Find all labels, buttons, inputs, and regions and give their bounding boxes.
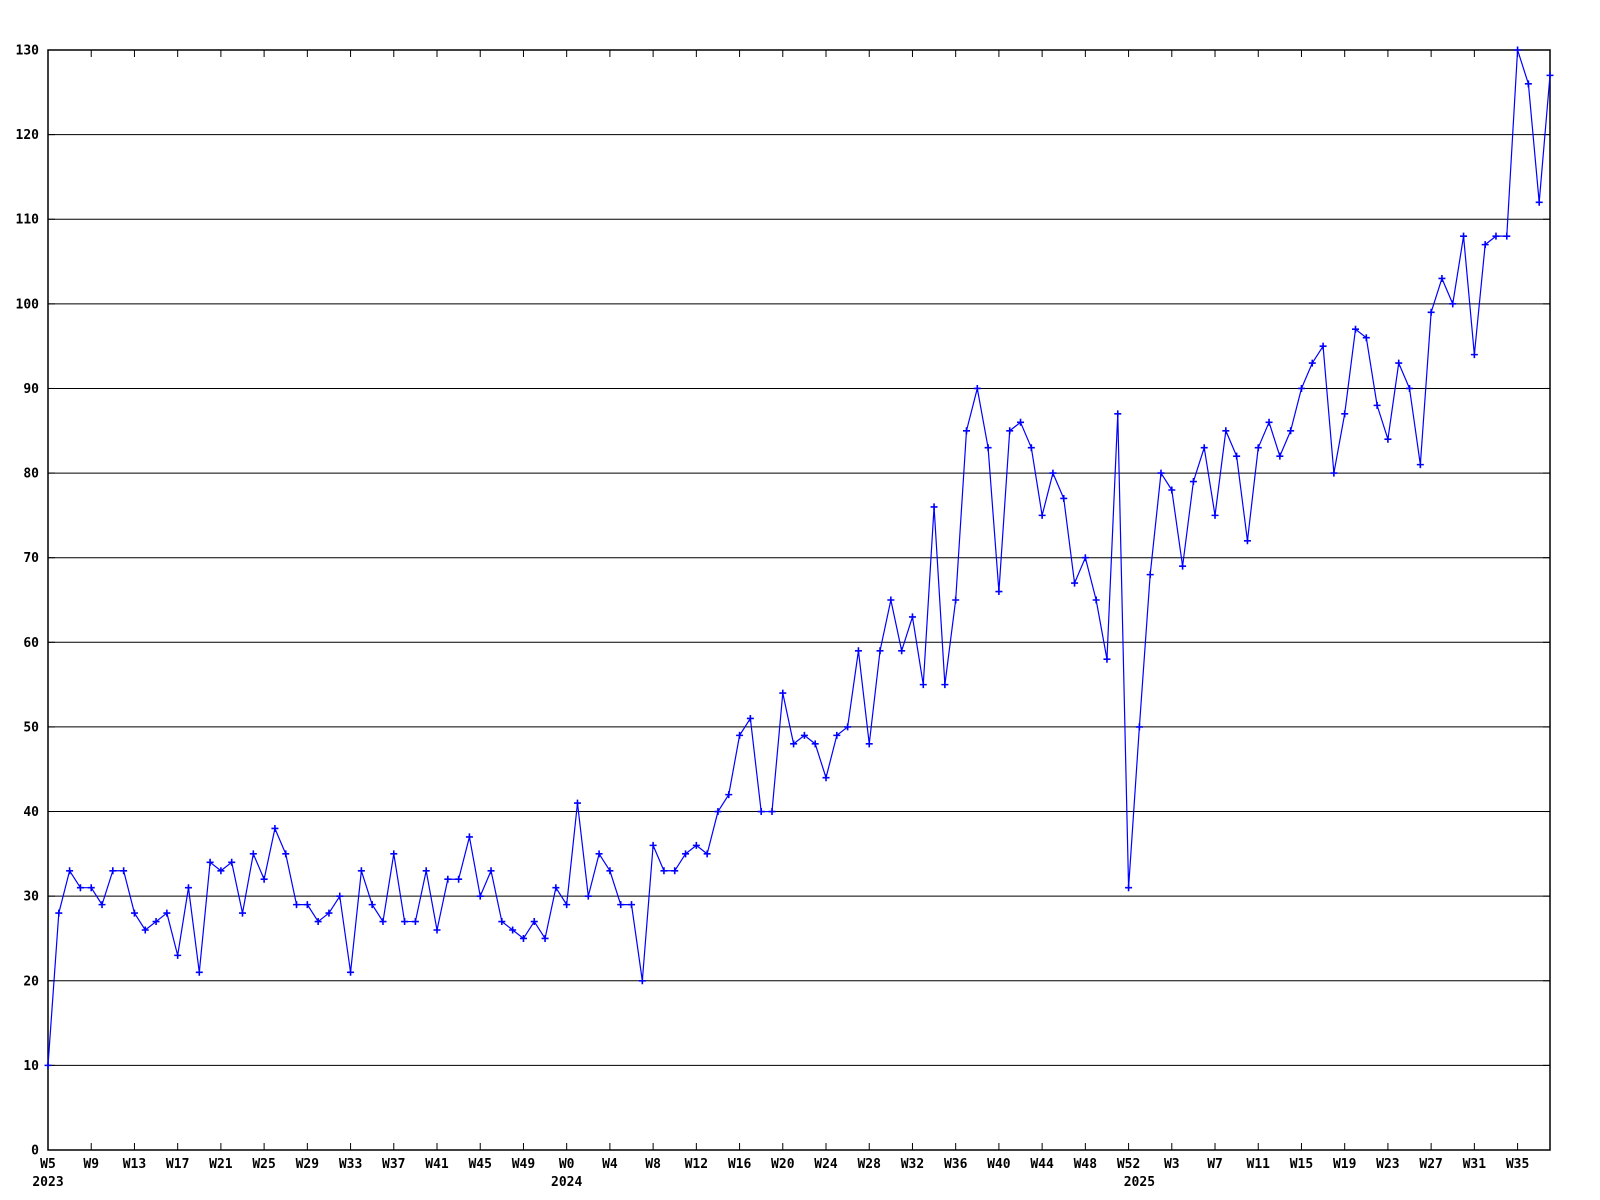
y-tick-label: 70: [23, 551, 39, 566]
y-tick-labels: 0 10 20 30 40 50 60 70 80 90 100 110 120 130: [16, 44, 40, 1159]
y-tick-label: 130: [16, 44, 40, 59]
x-tick-label: W27: [1419, 1157, 1442, 1172]
x-tick-label: W0: [559, 1157, 575, 1172]
x-tick-label: W17: [166, 1157, 189, 1172]
y-tick-label: 60: [23, 636, 39, 651]
x-tick-label: W28: [857, 1157, 881, 1172]
year-label: 2025: [1124, 1175, 1155, 1190]
x-tick-label: W15: [1290, 1157, 1313, 1172]
x-tick-label: W16: [728, 1157, 752, 1172]
x-tick-label: W21: [209, 1157, 233, 1172]
y-tick-label: 10: [23, 1059, 39, 1074]
x-tick-label: W5: [40, 1157, 56, 1172]
x-tick-label: W24: [814, 1157, 838, 1172]
x-tick-label: W33: [339, 1157, 362, 1172]
x-tick-label: W37: [382, 1157, 405, 1172]
y-tick-label: 20: [23, 974, 39, 989]
x-tick-label: W12: [685, 1157, 708, 1172]
y-tick-label: 30: [23, 890, 39, 905]
x-tick-label: W41: [425, 1157, 449, 1172]
x-tick-label: W49: [512, 1157, 535, 1172]
y-tick-label: 80: [23, 467, 39, 482]
y-tick-label: 100: [16, 297, 40, 312]
year-labels: 2023 2024 2025: [32, 1175, 1155, 1190]
plot-border: [47, 49, 1551, 1151]
x-tick-label: W9: [83, 1157, 99, 1172]
x-tick-label: W35: [1506, 1157, 1529, 1172]
y-tick-label: 90: [23, 382, 39, 397]
gridlines: [48, 134, 1550, 1066]
y-tick-label: 0: [31, 1144, 39, 1159]
x-tick-labels: W5 W9 W13 W17 W21 W25 W29 W33 W37 W41 W45 W49 W0 W4 W8…: [40, 1157, 1529, 1172]
x-tick-label: W45: [468, 1157, 491, 1172]
x-tick-label: W19: [1333, 1157, 1356, 1172]
x-tick-label: W7: [1207, 1157, 1223, 1172]
y-tick-label: 110: [16, 213, 40, 228]
x-tick-label: W11: [1247, 1157, 1271, 1172]
x-tick-label: W23: [1376, 1157, 1399, 1172]
year-label: 2023: [32, 1175, 63, 1190]
x-tick-label: W25: [252, 1157, 275, 1172]
x-tick-label: W52: [1117, 1157, 1140, 1172]
year-label: 2024: [551, 1175, 582, 1190]
x-tick-label: W44: [1030, 1157, 1054, 1172]
x-tick-label: W13: [123, 1157, 146, 1172]
y-tick-label: 120: [16, 128, 40, 143]
x-tick-label: W8: [645, 1157, 661, 1172]
data-point-markers: [44, 46, 1554, 1069]
x-tick-label: W3: [1164, 1157, 1180, 1172]
y-tick-label: 40: [23, 805, 39, 820]
x-tick-label: W31: [1463, 1157, 1487, 1172]
axis-ticks: [47, 49, 1550, 1151]
x-tick-label: W4: [602, 1157, 618, 1172]
x-tick-label: W40: [987, 1157, 1011, 1172]
x-tick-label: W48: [1074, 1157, 1098, 1172]
x-tick-label: W36: [944, 1157, 968, 1172]
y-tick-label: 50: [23, 720, 39, 735]
x-tick-label: W29: [296, 1157, 319, 1172]
x-tick-label: W32: [901, 1157, 924, 1172]
x-tick-label: W20: [771, 1157, 795, 1172]
